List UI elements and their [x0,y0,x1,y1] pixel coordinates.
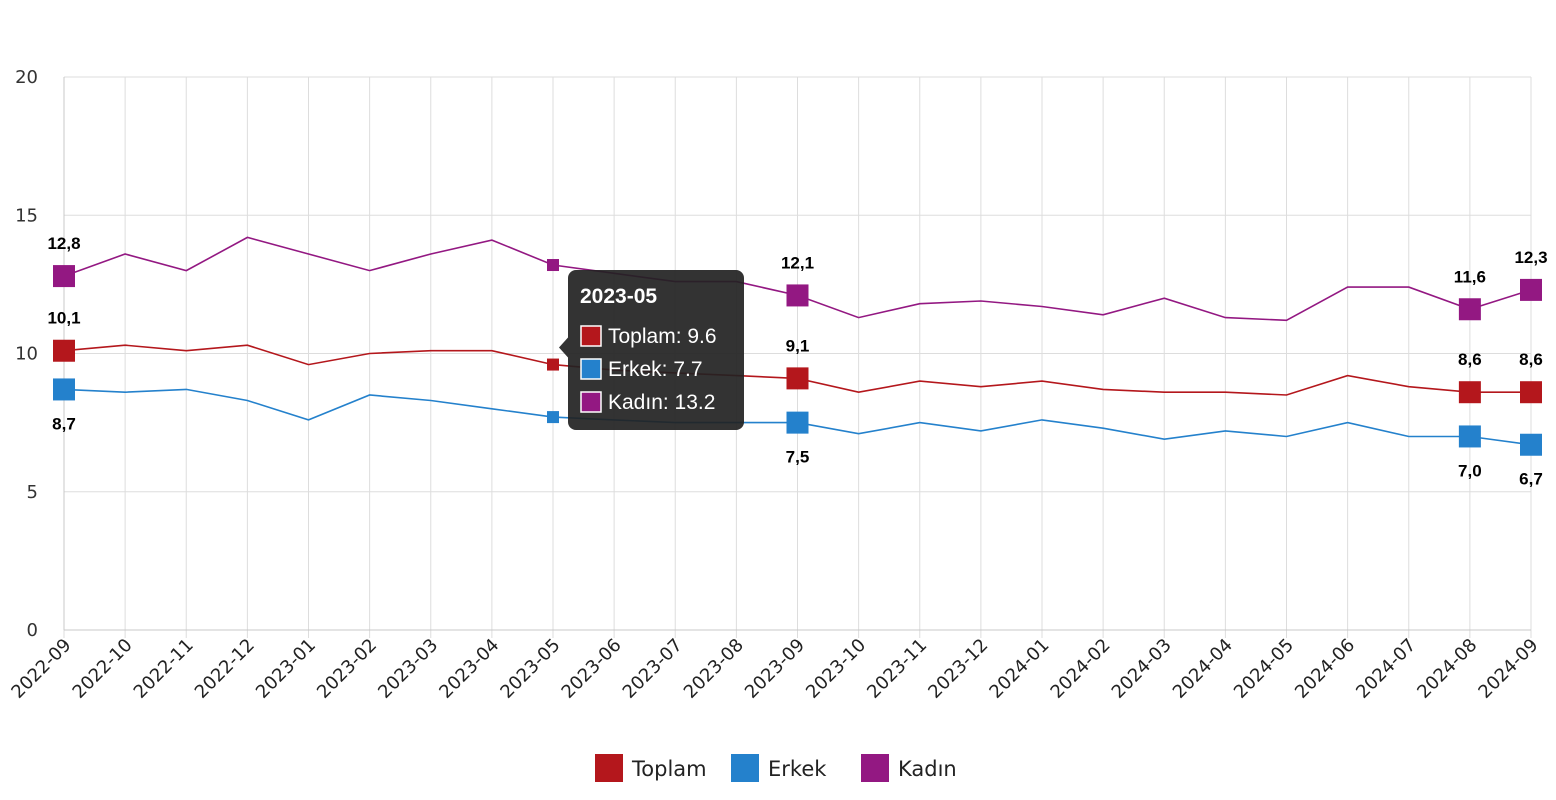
tooltip-swatch [580,391,602,413]
data-point-marker[interactable] [786,367,809,390]
x-tick-label: 2023-04 [435,635,503,703]
legend-swatch-Erkek[interactable] [731,754,759,782]
data-label: 6,7 [1519,470,1543,489]
x-tick-label: 2023-05 [496,635,564,703]
data-point-marker[interactable] [1458,381,1481,404]
data-point-marker[interactable] [53,265,75,288]
data-label: 12,3 [1514,248,1547,267]
tooltip-box [568,270,744,430]
tooltip-swatch [580,358,602,380]
data-label: 12,8 [47,234,80,253]
hover-point-marker[interactable] [547,411,559,424]
x-tick-label: 2024-06 [1291,635,1359,703]
y-tick-label: 20 [15,67,38,88]
tooltip-row: Erkek: 7.7 [608,358,703,381]
tooltip: 2023-05 Toplam: 9.6 Erkek: 7.7 Kadın: 13.2 [559,270,744,430]
data-point-marker[interactable] [53,339,75,362]
data-point-marker[interactable] [786,284,809,307]
x-tick-label: 2023-06 [558,635,626,703]
y-tick-label: 10 [15,344,38,365]
data-point-marker[interactable] [1520,433,1542,456]
data-point-marker[interactable] [1458,425,1481,448]
tooltip-swatch [580,325,602,347]
legend-label-Toplam[interactable]: Toplam [631,757,707,781]
data-point-marker[interactable] [1458,298,1481,321]
y-tick-label: 0 [27,620,38,641]
data-point-marker[interactable] [1520,381,1542,404]
x-tick-label: 2024-04 [1169,635,1237,703]
x-tick-label: 2024-02 [1047,635,1115,703]
x-tick-label: 2024-03 [1108,635,1176,703]
y-tick-label: 15 [15,205,38,226]
tooltip-row: Toplam: 9.6 [608,325,717,348]
legend-swatch-Toplam[interactable] [595,754,623,782]
hover-point-marker[interactable] [547,358,559,371]
legend-label-Erkek[interactable]: Erkek [768,757,827,781]
x-tick-label: 2023-08 [680,635,748,703]
data-label: 8,7 [52,414,76,433]
tooltip-caret [559,337,568,358]
data-point-marker[interactable] [786,411,809,434]
x-tick-label: 2024-01 [985,635,1053,703]
data-label: 12,1 [781,253,814,272]
series-markers [53,259,1542,456]
data-labels: 10,1 8,7 12,8 9,1 7,5 12,1 8,6 7,0 11,6 8,6 6,7 12,… [47,234,1547,489]
x-tick-label: 2022-12 [191,635,259,703]
x-tick-label: 2023-02 [313,635,381,703]
x-axis: 2022-092022-102022-112022-122023-012023-… [7,635,1542,703]
y-axis: 0 5 10 15 20 [15,67,38,641]
x-tick-label: 2024-08 [1413,635,1481,703]
x-tick-label: 2024-05 [1230,635,1298,703]
data-label: 9,1 [786,336,810,355]
x-tick-label: 2022-09 [7,635,75,703]
x-tick-label: 2024-09 [1474,635,1542,703]
legend-label-Kadın[interactable]: Kadın [898,757,957,781]
data-point-marker[interactable] [53,378,75,401]
data-label: 10,1 [47,309,80,328]
y-tick-label: 5 [27,482,38,503]
data-label: 7,0 [1458,461,1482,480]
legend: Toplam Erkek Kadın [595,754,957,782]
data-label: 8,6 [1458,350,1482,369]
tooltip-title: 2023-05 [580,285,657,308]
data-label: 11,6 [1454,267,1486,286]
x-tick-label: 2023-12 [924,635,992,703]
grid [63,76,1532,638]
legend-swatch-Kadın[interactable] [861,754,889,782]
tooltip-row: Kadın: 13.2 [608,391,715,414]
x-tick-label: 2022-11 [130,635,198,703]
x-tick-label: 2023-03 [374,635,442,703]
data-label: 7,5 [786,448,810,467]
data-label: 8,6 [1519,350,1543,369]
hover-point-marker[interactable] [547,259,559,272]
x-tick-label: 2024-07 [1352,635,1420,703]
x-tick-label: 2023-10 [802,635,870,703]
x-tick-label: 2023-09 [741,635,809,703]
x-tick-label: 2023-01 [252,635,320,703]
data-point-marker[interactable] [1520,278,1542,301]
x-tick-label: 2022-10 [69,635,137,703]
x-tick-label: 2023-07 [619,635,687,703]
x-tick-label: 2023-11 [863,635,931,703]
